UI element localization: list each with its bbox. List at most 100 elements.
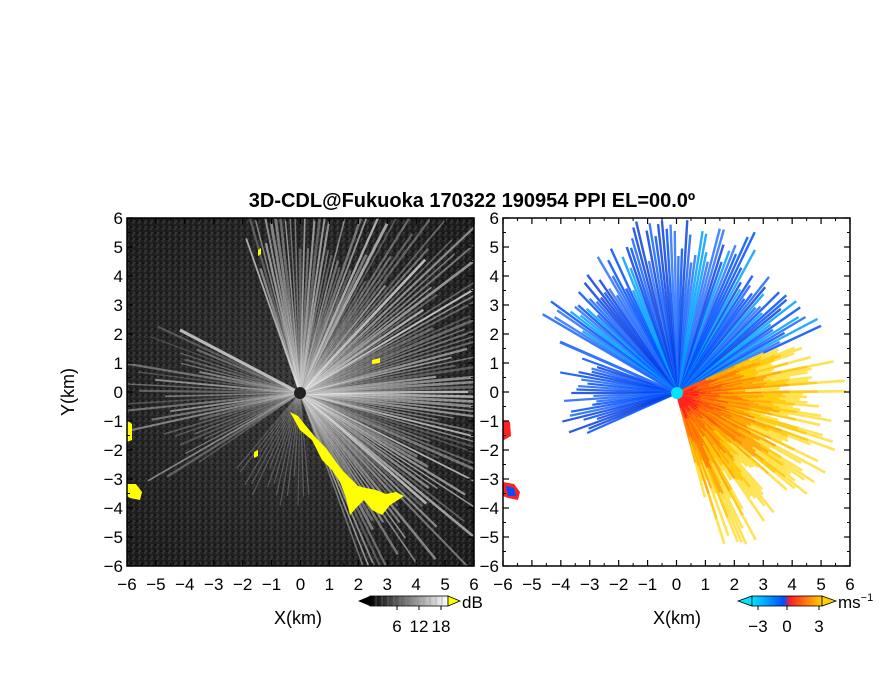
intensity-ray [299,392,431,443]
intensity-ray [236,392,301,469]
velocity-ray [773,402,793,408]
intensity-ray [298,392,437,560]
velocity-ray [742,396,765,401]
x-tick-label: −6 [493,575,512,594]
velocity-ray [750,423,771,435]
velocity-ray [749,412,775,423]
velocity-ray [559,340,678,395]
intensity-ray [299,391,430,490]
intensity-ray [299,392,406,539]
colorbar-tick-label: 3 [814,617,823,636]
right-colorbar-unit: ms−1 [838,592,873,612]
left-colorbar-ramp [369,595,449,607]
velocity-ray [741,479,757,499]
x-tick-label: 3 [383,575,392,594]
velocity-ray [749,409,765,416]
left-colorbar-over-arrow [447,595,462,607]
intensity-ray [299,255,392,394]
velocity-ray [725,441,740,456]
y-tick-label: 5 [114,238,123,257]
intensity-ray [184,358,301,394]
velocity-ray [759,438,781,453]
velocity-ray [738,430,762,446]
intensity-ray [127,392,301,405]
velocity-ray [764,381,787,387]
intensity-ray [299,218,326,394]
intensity-ray [299,218,346,394]
velocity-ray [770,459,792,475]
velocity-ray [774,464,796,482]
intensity-ray [298,218,363,394]
intensity-ray [299,225,474,394]
y-tick-label: −4 [480,499,499,518]
intensity-ray [299,243,474,394]
intensity-ray [299,392,438,528]
velocity-ray [782,464,806,481]
intensity-ray [299,392,418,564]
intensity-ray [298,260,340,394]
x-tick-label: −4 [551,575,570,594]
velocity-ray [756,363,773,372]
velocity-ray [805,414,832,423]
velocity-ray [771,376,791,382]
intensity-ray [299,392,466,496]
velocity-ray [719,365,736,375]
velocity-ray [714,457,725,472]
velocity-ray [771,400,796,406]
velocity-ray [733,518,748,545]
velocity-ray [742,383,765,389]
velocity-ray [781,365,808,374]
velocity-ray [784,476,808,495]
right-xlabel: X(km) [653,608,701,628]
y-tick-label: −1 [480,412,499,431]
velocity-ray [719,456,737,480]
left-colorbar: dB 6 12 18 [358,593,483,636]
intensity-ray [299,391,474,471]
y-tick-label: −6 [480,557,499,576]
intensity-ray [127,383,301,394]
velocity-ray [772,406,798,414]
x-tick-label: 2 [730,575,739,594]
left-radar-center [294,387,306,399]
velocity-ray [718,492,733,518]
velocity-ray [741,371,759,379]
velocity-ray [767,451,793,469]
x-tick-label: 6 [845,575,854,594]
intensity-ray [299,326,434,395]
intensity-ray [299,392,310,496]
intensity-ray [299,364,456,394]
velocity-ray [711,462,723,482]
velocity-ray [748,407,773,416]
figure-title: 3D-CDL@Fukuoka 170322 190954 PPI EL=00.0… [249,190,695,212]
velocity-ray [760,414,779,422]
velocity-ray [761,449,784,467]
velocity-ray [746,425,772,440]
velocity-ray [743,367,767,377]
y-tick-label: 2 [490,325,499,344]
velocity-ray [758,419,777,428]
velocity-ray [708,467,722,494]
velocity-ray [729,450,743,465]
velocity-ray [816,379,845,385]
velocity-ray [721,493,736,520]
left-ylabel: Y(km) [58,368,78,416]
intensity-ray [299,335,474,394]
velocity-ray [763,374,787,381]
x-tick-label: −2 [233,575,252,594]
velocity-ray [701,459,711,478]
velocity-ray [749,429,766,440]
velocity-ray [745,387,763,391]
velocity-ray [735,361,756,372]
right-colorbar: ms−1 −3 0 3 [736,592,873,636]
intensity-ray [299,340,474,394]
x-tick-label: 1 [701,575,710,594]
intensity-ray [299,375,437,395]
intensity-ray [299,392,438,490]
velocity-ray [759,402,780,409]
colorbar-tick-label: −3 [748,617,767,636]
velocity-ray [744,436,770,454]
velocity-ray [780,346,803,357]
velocity-ray [728,462,744,482]
